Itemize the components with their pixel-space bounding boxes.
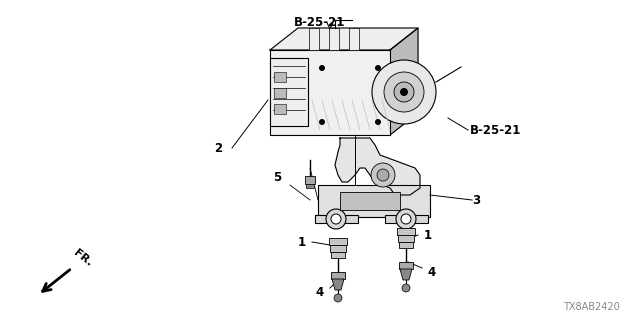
Text: 4: 4 bbox=[316, 285, 324, 299]
Bar bbox=[315, 215, 358, 223]
Polygon shape bbox=[400, 269, 412, 280]
Bar bbox=[399, 262, 413, 269]
Bar bbox=[270, 50, 390, 135]
Circle shape bbox=[384, 72, 424, 112]
Bar bbox=[330, 245, 346, 252]
Circle shape bbox=[331, 214, 341, 224]
Bar bbox=[385, 215, 428, 223]
Bar bbox=[305, 176, 315, 184]
Text: 1: 1 bbox=[298, 236, 306, 249]
Circle shape bbox=[402, 284, 410, 292]
Text: B-25-21: B-25-21 bbox=[470, 124, 522, 137]
Polygon shape bbox=[332, 279, 344, 290]
Circle shape bbox=[401, 214, 411, 224]
Bar bbox=[398, 235, 414, 242]
Bar bbox=[349, 28, 359, 50]
Circle shape bbox=[375, 119, 381, 125]
Circle shape bbox=[319, 65, 325, 71]
Circle shape bbox=[396, 209, 416, 229]
Circle shape bbox=[319, 119, 325, 125]
Text: FR.: FR. bbox=[72, 247, 94, 268]
Circle shape bbox=[372, 60, 436, 124]
Text: 4: 4 bbox=[428, 266, 436, 278]
Text: 1: 1 bbox=[424, 228, 432, 242]
Circle shape bbox=[326, 209, 346, 229]
Bar bbox=[329, 238, 347, 245]
Text: 3: 3 bbox=[472, 194, 480, 206]
Text: 5: 5 bbox=[273, 171, 281, 183]
Bar bbox=[331, 272, 345, 279]
Bar bbox=[318, 185, 430, 217]
Bar bbox=[331, 252, 345, 258]
Circle shape bbox=[400, 88, 408, 96]
Text: B-25-21: B-25-21 bbox=[294, 15, 346, 28]
Bar bbox=[397, 228, 415, 235]
Bar bbox=[274, 88, 286, 98]
Bar bbox=[306, 184, 314, 188]
Text: TX8AB2420: TX8AB2420 bbox=[563, 302, 620, 312]
Bar bbox=[274, 104, 286, 114]
Circle shape bbox=[375, 65, 381, 71]
Circle shape bbox=[394, 82, 414, 102]
Circle shape bbox=[377, 169, 389, 181]
Text: 2: 2 bbox=[214, 141, 222, 155]
Polygon shape bbox=[390, 28, 418, 135]
Bar bbox=[329, 28, 339, 50]
Bar bbox=[340, 192, 400, 210]
Bar bbox=[270, 58, 308, 126]
Bar bbox=[274, 72, 286, 82]
Bar bbox=[399, 242, 413, 248]
Bar bbox=[309, 28, 319, 50]
Circle shape bbox=[334, 294, 342, 302]
Circle shape bbox=[371, 163, 395, 187]
Polygon shape bbox=[270, 28, 418, 50]
Polygon shape bbox=[335, 138, 420, 195]
